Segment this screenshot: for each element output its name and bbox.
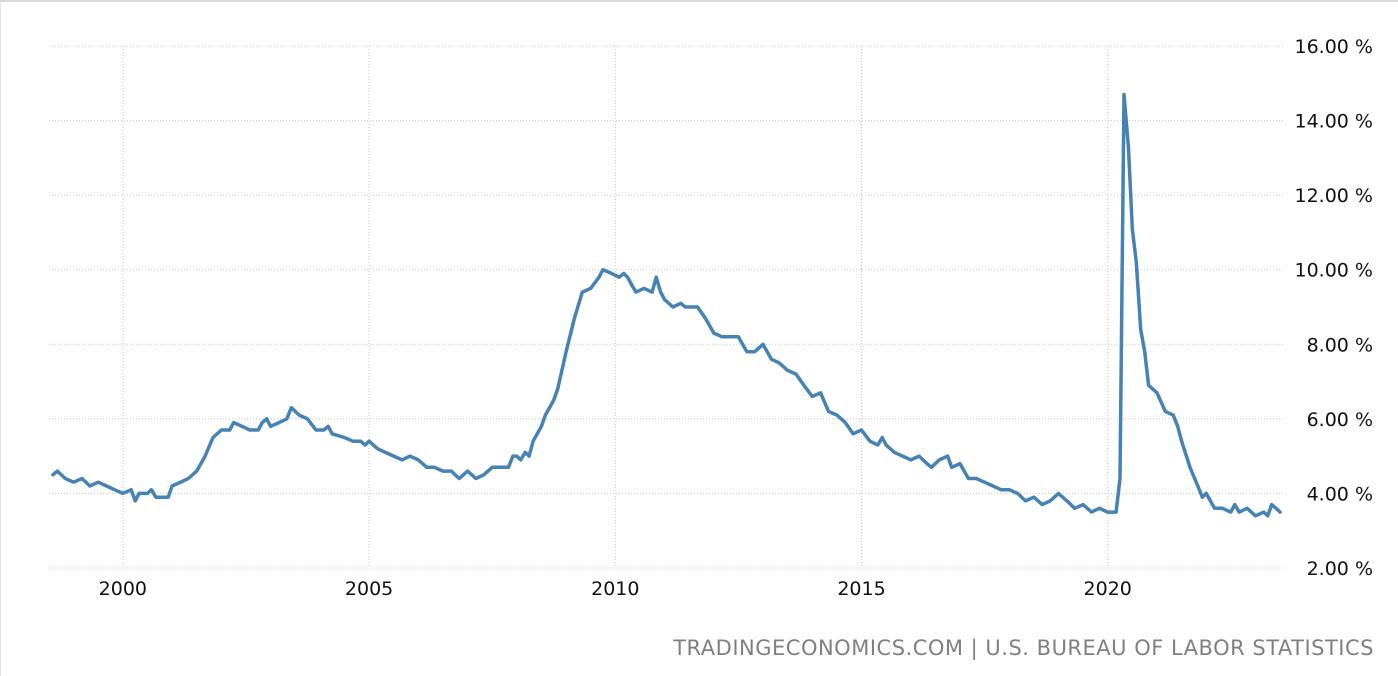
y-tick-label: 10.00 % <box>1295 260 1374 282</box>
x-tick-label: 2010 <box>591 578 639 600</box>
y-tick-label: 4.00 % <box>1307 483 1373 505</box>
x-axis-labels: 2000 2005 2010 2015 2020 <box>99 578 1132 600</box>
y-tick-label: 14.00 % <box>1295 111 1374 133</box>
source-attribution[interactable]: TRADINGECONOMICS.COM | U.S. BUREAU OF LA… <box>673 636 1374 660</box>
x-tick-label: 2005 <box>345 578 393 600</box>
grid-lines <box>49 45 1285 569</box>
y-tick-label: 8.00 % <box>1307 334 1373 356</box>
series-group <box>51 92 1282 518</box>
y-tick-label: 6.00 % <box>1307 409 1373 431</box>
y-tick-label: 12.00 % <box>1295 185 1374 207</box>
x-tick-label: 2020 <box>1084 578 1132 600</box>
y-axis-labels: 2.00 % 4.00 % 6.00 % 8.00 % 10.00 % 12.00 % 14… <box>1295 36 1374 580</box>
y-tick-label: 2.00 % <box>1307 558 1373 580</box>
x-tick-label: 2000 <box>99 578 147 600</box>
x-tick-label: 2015 <box>837 578 885 600</box>
y-tick-label: 16.00 % <box>1295 36 1374 58</box>
series-line[interactable] <box>51 92 1282 518</box>
